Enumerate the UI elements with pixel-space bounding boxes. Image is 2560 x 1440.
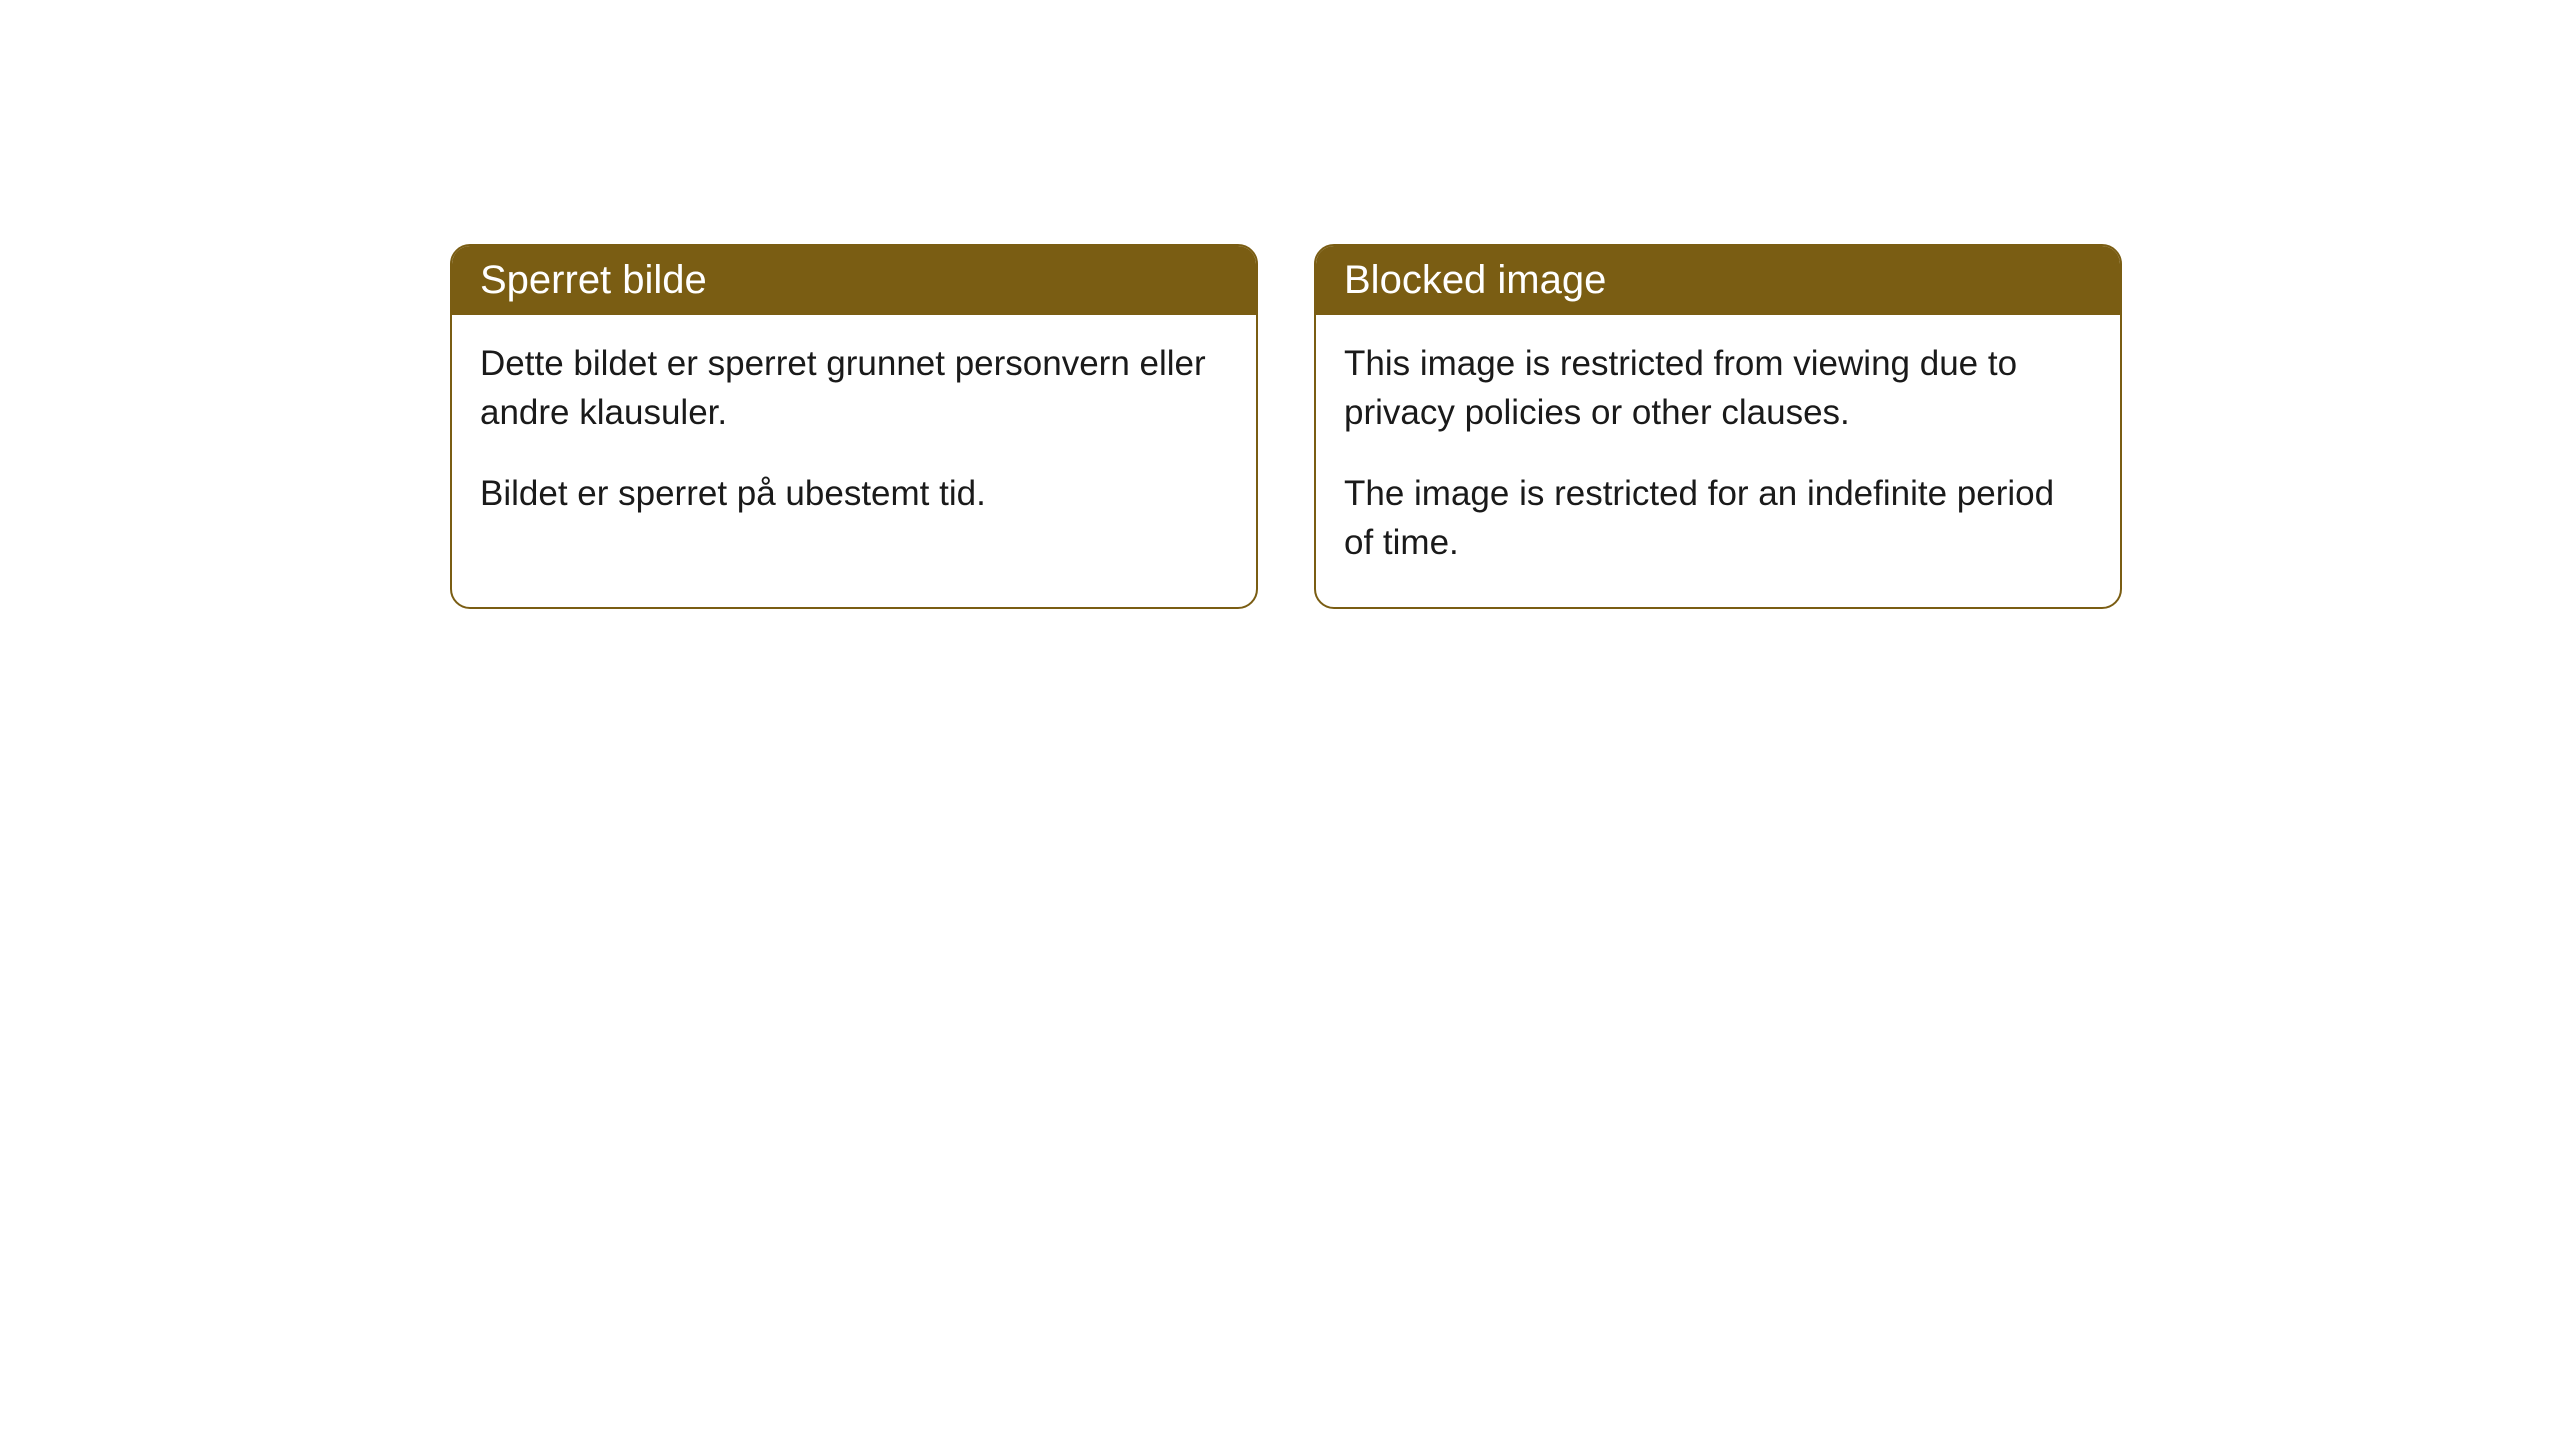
card-body: This image is restricted from viewing du… xyxy=(1316,315,2120,607)
card-paragraph: This image is restricted from viewing du… xyxy=(1344,339,2092,437)
card-paragraph: Dette bildet er sperret grunnet personve… xyxy=(480,339,1228,437)
cards-container: Sperret bilde Dette bildet er sperret gr… xyxy=(450,244,2122,609)
card-header: Sperret bilde xyxy=(452,246,1256,315)
card-title: Blocked image xyxy=(1344,258,1606,302)
card-paragraph: Bildet er sperret på ubestemt tid. xyxy=(480,469,1228,518)
card-paragraph: The image is restricted for an indefinit… xyxy=(1344,469,2092,567)
card-header: Blocked image xyxy=(1316,246,2120,315)
card-title: Sperret bilde xyxy=(480,258,707,302)
blocked-image-card-no: Sperret bilde Dette bildet er sperret gr… xyxy=(450,244,1258,609)
card-body: Dette bildet er sperret grunnet personve… xyxy=(452,315,1256,558)
blocked-image-card-en: Blocked image This image is restricted f… xyxy=(1314,244,2122,609)
